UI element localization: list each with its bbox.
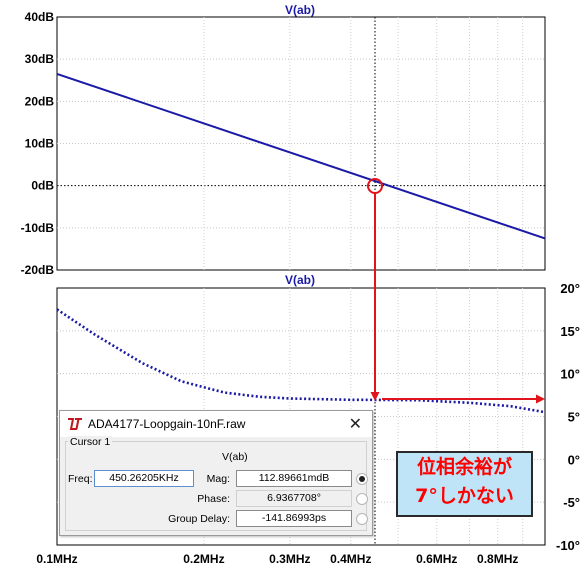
top-y-tick-label: 20dB bbox=[25, 94, 55, 108]
group-delay-field: -141.86993ps bbox=[236, 510, 352, 527]
phase-trace bbox=[56, 308, 546, 414]
magnitude-trace bbox=[56, 72, 546, 240]
group-delay-label: Group Delay: bbox=[168, 513, 230, 525]
top-y-tick-label: 40dB bbox=[25, 10, 55, 24]
bottom-pane-title: V(ab) bbox=[285, 273, 315, 287]
x-tick-label: 0.4MHz bbox=[330, 552, 371, 566]
x-tick-label: 0.6MHz bbox=[416, 552, 457, 566]
top-y-tick-label: -20dB bbox=[21, 263, 55, 277]
bottom-y-tick-label: 15° bbox=[560, 324, 580, 339]
freq-field[interactable]: 450.26205KHz bbox=[94, 470, 194, 487]
bottom-y-tick-label: 20° bbox=[560, 281, 580, 296]
cursor-dialog[interactable]: ADA4177-Loopgain-10nF.raw ✕ Cursor 1 V(a… bbox=[59, 410, 373, 536]
bottom-y-tick-label: -5° bbox=[563, 495, 580, 510]
mag-radio[interactable] bbox=[356, 473, 368, 485]
bottom-y-tick-label: 0° bbox=[568, 452, 580, 467]
cursor-group bbox=[65, 441, 367, 531]
x-tick-label: 0.3MHz bbox=[269, 552, 310, 566]
mag-field: 112.89661mdB bbox=[236, 470, 352, 487]
dialog-titlebar[interactable]: ADA4177-Loopgain-10nF.raw ✕ bbox=[60, 411, 372, 437]
top-y-tick-label: 0dB bbox=[31, 179, 54, 193]
bottom-y-tick-label: 10° bbox=[560, 367, 580, 382]
bottom-y-tick-label: 5° bbox=[568, 410, 580, 425]
note-line-2: 7°しかない bbox=[415, 485, 514, 507]
expression-label: V(ab) bbox=[222, 451, 248, 463]
top-pane-title: V(ab) bbox=[285, 3, 315, 17]
dialog-title: ADA4177-Loopgain-10nF.raw bbox=[88, 417, 246, 431]
group-delay-radio[interactable] bbox=[356, 513, 368, 525]
top-y-tick-label: 30dB bbox=[25, 52, 55, 66]
phase-label: Phase: bbox=[197, 493, 230, 505]
freq-label: Freq: bbox=[68, 473, 93, 485]
top-grid bbox=[57, 17, 545, 270]
x-tick-label: 0.2MHz bbox=[183, 552, 224, 566]
cursor-group-label: Cursor 1 bbox=[68, 436, 113, 448]
phase-field: 6.9367708° bbox=[236, 490, 352, 507]
phase-margin-note: 位相余裕が 7°しかない bbox=[396, 451, 533, 517]
phase-radio[interactable] bbox=[356, 493, 368, 505]
x-tick-labels: 0.1MHz 0.2MHz 0.3MHz 0.4MHz 0.6MHz 0.8MHz bbox=[36, 552, 518, 566]
note-line-1: 位相余裕が bbox=[416, 456, 512, 478]
close-icon[interactable]: ✕ bbox=[348, 416, 362, 433]
top-y-tick-label: 10dB bbox=[25, 137, 55, 151]
bottom-y-tick-labels: 20° 15° 10° 5° 0° -5° -10° bbox=[556, 281, 580, 553]
ltspice-logo-icon bbox=[68, 418, 82, 430]
top-y-tick-label: -10dB bbox=[21, 221, 55, 235]
bottom-y-tick-label: -10° bbox=[556, 538, 580, 553]
mag-label: Mag: bbox=[206, 473, 230, 485]
crossover-circle bbox=[367, 178, 383, 194]
top-y-tick-labels: 40dB 30dB 20dB 10dB 0dB -10dB -20dB bbox=[21, 10, 55, 277]
x-tick-label: 0.1MHz bbox=[36, 552, 77, 566]
x-tick-label: 0.8MHz bbox=[477, 552, 518, 566]
